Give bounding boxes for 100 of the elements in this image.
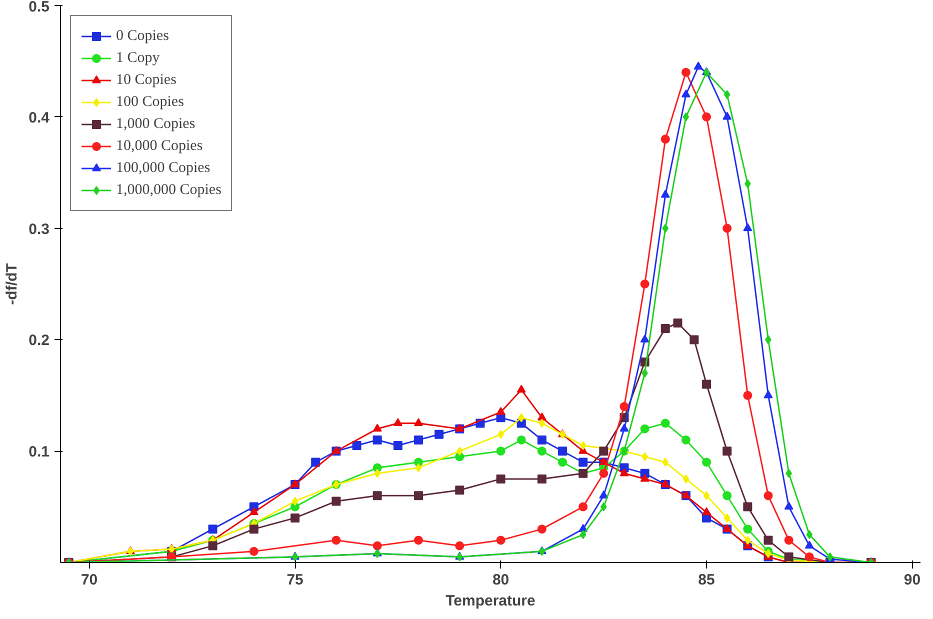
point <box>332 496 341 506</box>
point <box>558 458 568 467</box>
y-tick-label: 0.2 <box>28 332 50 350</box>
point <box>414 491 423 500</box>
point <box>743 524 752 534</box>
point <box>455 541 464 550</box>
point <box>804 552 814 562</box>
point <box>578 502 588 512</box>
point <box>537 412 546 420</box>
y-tick-label: 0.5 <box>28 0 50 16</box>
point <box>599 490 608 498</box>
point <box>580 530 586 540</box>
x-tick-label: 75 <box>286 572 304 588</box>
point <box>703 491 710 500</box>
point <box>806 530 813 540</box>
point <box>558 446 568 456</box>
point <box>537 524 546 534</box>
point <box>682 112 690 122</box>
y-axis-title: -df/dT <box>4 263 21 305</box>
point <box>537 446 546 456</box>
point <box>660 324 670 334</box>
legend-label: 10 Copies <box>116 72 176 88</box>
point <box>784 536 794 545</box>
point <box>702 380 712 389</box>
point <box>249 524 258 534</box>
legend-label: 100,000 Copies <box>116 160 210 176</box>
point <box>599 446 608 456</box>
point <box>393 441 402 450</box>
point <box>415 463 422 472</box>
legend-label: 1 Copy <box>116 50 160 66</box>
point <box>722 491 732 500</box>
point <box>673 318 682 328</box>
point <box>249 546 258 556</box>
legend-label: 1,000,000 Copies <box>116 182 222 198</box>
point <box>784 502 794 510</box>
point <box>640 280 650 288</box>
point <box>660 190 670 198</box>
point <box>722 224 732 233</box>
point <box>372 491 382 500</box>
point <box>694 62 703 70</box>
point <box>372 541 382 550</box>
point <box>764 536 773 545</box>
point <box>722 446 732 456</box>
point <box>620 468 629 476</box>
point <box>702 507 712 516</box>
legend-label: 10,000 Copies <box>116 138 203 154</box>
point <box>518 413 525 422</box>
point <box>620 402 629 412</box>
point <box>332 536 341 545</box>
legend-label: 1,000 Copies <box>116 116 196 132</box>
point <box>660 134 670 144</box>
point <box>374 468 381 478</box>
point <box>681 90 690 98</box>
point <box>516 435 526 444</box>
point <box>743 223 752 232</box>
y-tick-label: 0.4 <box>28 109 50 126</box>
point <box>311 458 320 467</box>
point <box>372 424 382 432</box>
point <box>292 496 298 506</box>
point <box>414 536 423 545</box>
point <box>372 435 382 444</box>
point <box>690 335 699 344</box>
point <box>682 474 690 484</box>
point <box>743 390 752 400</box>
y-tick-label: 0.3 <box>28 220 50 238</box>
x-tick-label: 90 <box>904 572 921 588</box>
point <box>764 491 773 500</box>
x-axis-title: Temperature <box>446 592 536 610</box>
point <box>208 541 218 550</box>
point <box>599 468 608 478</box>
x-tick-label: 80 <box>492 572 510 588</box>
point <box>722 112 732 120</box>
point <box>496 446 506 456</box>
point <box>764 390 773 398</box>
point <box>660 418 670 428</box>
point <box>784 552 794 562</box>
point <box>804 540 814 549</box>
point <box>414 435 423 444</box>
point <box>538 418 546 428</box>
legend-label: 100 Copies <box>116 94 184 110</box>
point <box>290 513 300 522</box>
point <box>724 90 730 100</box>
point <box>414 418 423 426</box>
point <box>724 513 730 522</box>
point <box>393 418 402 426</box>
point <box>681 435 690 444</box>
point <box>640 334 650 343</box>
point <box>516 384 526 393</box>
point <box>640 424 650 434</box>
point <box>743 502 752 512</box>
y-tick-label: 0.1 <box>28 444 50 461</box>
point <box>640 474 650 482</box>
point <box>702 112 712 122</box>
point <box>434 430 444 439</box>
x-tick-label: 70 <box>80 572 98 588</box>
point <box>681 68 690 77</box>
point <box>580 441 586 450</box>
point <box>496 474 506 484</box>
point <box>208 524 218 534</box>
point <box>455 486 464 495</box>
